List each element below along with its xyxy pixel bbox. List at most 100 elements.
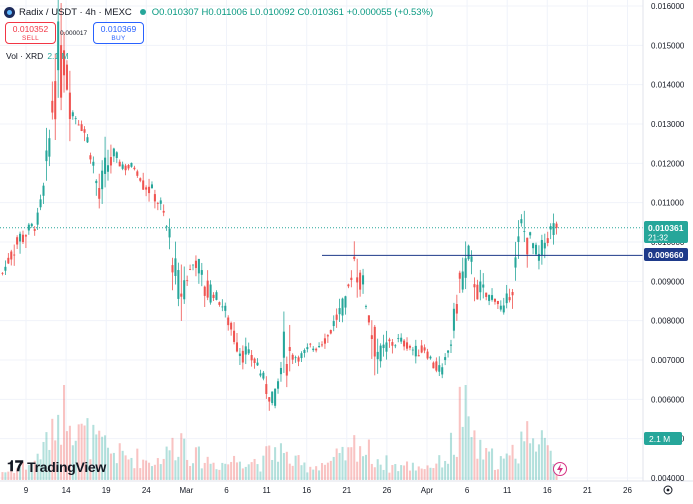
- ohlc-low: L0.010092: [249, 6, 295, 18]
- candle-body: [106, 165, 110, 172]
- volume-bar: [162, 458, 165, 480]
- sell-label: SELL: [21, 35, 40, 42]
- volume-bar: [479, 439, 482, 480]
- candle-body: [382, 344, 385, 349]
- volume-bar: [417, 466, 420, 480]
- volume-bar: [209, 463, 212, 480]
- volume-bar: [121, 450, 124, 480]
- volume-bar: [344, 460, 347, 480]
- candle-body: [326, 335, 329, 337]
- candle-body: [95, 180, 98, 184]
- candle-body: [297, 357, 300, 362]
- time-tick-label: 9: [24, 486, 29, 495]
- volume-bar: [150, 466, 154, 480]
- candle-body: [74, 118, 77, 120]
- tradingview-logo[interactable]: 𝟏𝟕 TradingView: [7, 458, 106, 475]
- last-price-value: 0.010361: [648, 223, 684, 233]
- volume-bar: [142, 459, 145, 480]
- volume-bar: [505, 453, 508, 480]
- volume-bar: [104, 435, 107, 480]
- spread-value: 0.000017: [60, 30, 88, 37]
- volume-bar: [241, 468, 244, 480]
- candle-body: [534, 244, 538, 255]
- volume-bar: [174, 460, 177, 480]
- volume-bar: [338, 452, 341, 480]
- candle-body: [247, 349, 250, 354]
- volume-bar: [48, 449, 51, 480]
- volume-bar: [133, 468, 136, 480]
- candle-body: [200, 270, 203, 275]
- lightning-icon[interactable]: [553, 462, 567, 476]
- candle-body: [532, 243, 535, 249]
- candle-body: [174, 258, 177, 276]
- candle-body: [400, 337, 403, 342]
- volume-bar: [262, 455, 265, 480]
- candle-body: [235, 342, 239, 352]
- volume-bar: [109, 453, 112, 480]
- candle-body: [420, 345, 423, 353]
- volume-bar: [139, 468, 142, 480]
- candle-body: [177, 270, 180, 299]
- candle-body: [27, 224, 30, 231]
- volume-bar: [364, 454, 368, 480]
- volume-bar: [165, 446, 168, 480]
- candle-body: [45, 150, 48, 162]
- hline-badge: 0.009660: [644, 248, 688, 261]
- price-tick-label: 0.014000: [651, 81, 685, 90]
- volume-bar: [508, 455, 511, 480]
- volume-bar: [517, 463, 520, 480]
- volume-bar: [95, 434, 98, 480]
- market-open-icon: [139, 9, 146, 15]
- volume-bar: [101, 436, 104, 480]
- volume-bar: [92, 424, 95, 480]
- candle-body: [153, 194, 156, 202]
- settings-icon[interactable]: [663, 485, 673, 495]
- volume-bar: [24, 469, 27, 480]
- candle-body: [397, 338, 400, 339]
- volume-bar: [473, 430, 476, 480]
- candle-body: [89, 155, 92, 160]
- candles: [1, 0, 558, 411]
- volume-legend[interactable]: Vol · XRD 2.1 M: [6, 51, 69, 61]
- candle-body: [458, 272, 461, 279]
- volume-bar: [130, 457, 133, 480]
- candle-body: [388, 339, 391, 342]
- volume-bar: [423, 469, 426, 480]
- volume-bar: [189, 465, 192, 480]
- candle-body: [265, 384, 268, 394]
- volume-bar: [370, 463, 373, 480]
- volume-bar: [54, 440, 57, 480]
- hline-price-value: 0.009660: [648, 250, 684, 260]
- volume-bar: [42, 441, 45, 480]
- candle-body: [68, 92, 71, 120]
- symbol-title[interactable]: Radix / USDT · 4h · MEXC: [19, 6, 132, 18]
- candle-body: [253, 358, 256, 363]
- volume-bar: [57, 414, 60, 480]
- time-tick-label: 6: [465, 486, 470, 495]
- candle-body: [356, 277, 359, 283]
- candle-body: [491, 295, 494, 300]
- candle-body: [455, 304, 458, 314]
- volume-bar: [312, 469, 315, 480]
- volume-bar: [441, 467, 444, 480]
- candle-body: [362, 275, 365, 285]
- candle-body: [288, 347, 291, 351]
- candle-body: [511, 291, 514, 296]
- volume-bar: [341, 446, 344, 480]
- candle-body: [224, 305, 227, 311]
- sell-button[interactable]: 0.010352 SELL: [5, 22, 56, 44]
- candle-body: [112, 148, 115, 157]
- candle-body: [447, 350, 450, 353]
- volume-bar: [291, 465, 294, 480]
- time-tick-label: 14: [62, 486, 71, 495]
- candle-body: [221, 306, 224, 308]
- ohlc-close: C0.010361: [297, 6, 344, 18]
- volume-bar: [435, 463, 438, 480]
- price-tick-label: 0.016000: [651, 2, 685, 11]
- volume-bar: [39, 459, 42, 480]
- candle-body: [54, 81, 57, 120]
- candle-body: [71, 112, 74, 117]
- buy-button[interactable]: 0.010369 BUY: [93, 22, 144, 44]
